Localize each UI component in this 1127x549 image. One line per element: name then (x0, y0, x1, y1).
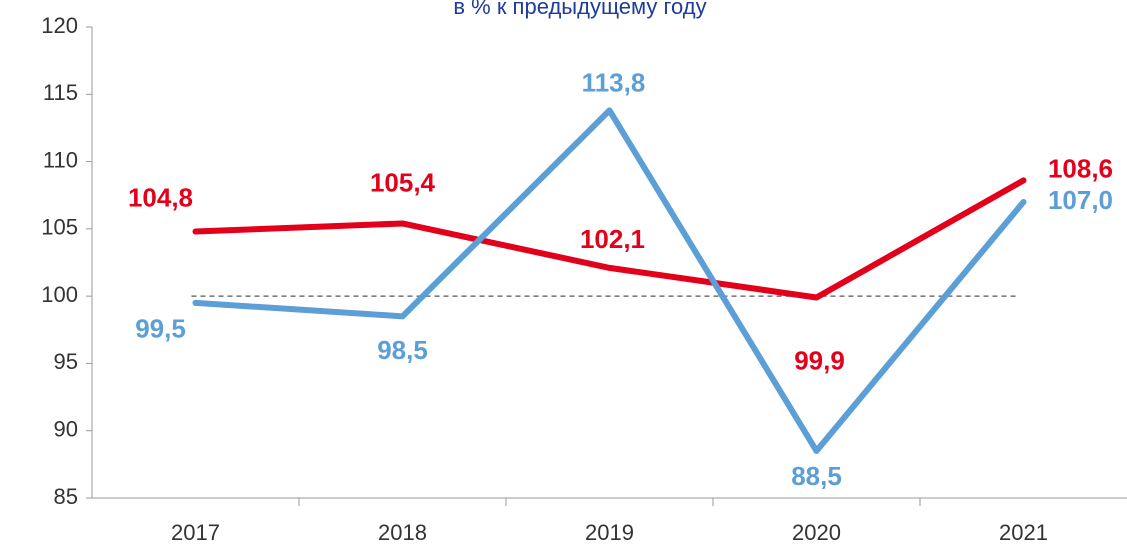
data-label: 113,8 (582, 67, 646, 97)
data-label: 99,9 (794, 345, 845, 375)
x-tick-label: 2021 (999, 520, 1048, 545)
y-tick-label: 100 (41, 282, 78, 307)
y-tick-label: 85 (54, 484, 78, 509)
y-tick-label: 90 (54, 417, 78, 442)
data-label: 88,5 (791, 461, 842, 491)
y-tick-label: 110 (43, 147, 78, 172)
data-label: 107,0 (1048, 185, 1113, 215)
chart-title: в % к предыдущему году (453, 0, 706, 19)
data-label: 99,5 (135, 314, 186, 344)
x-tick-label: 2018 (378, 520, 427, 545)
series-line (192, 177, 1027, 301)
y-tick-label: 115 (43, 80, 78, 105)
data-label: 104,8 (128, 182, 193, 212)
data-label: 105,4 (370, 167, 436, 197)
data-label: 102,1 (580, 224, 645, 254)
data-label: 108,6 (1048, 153, 1113, 183)
y-tick-label: 95 (54, 349, 78, 374)
x-tick-label: 2020 (792, 520, 841, 545)
series-line (192, 107, 1027, 454)
x-tick-label: 2017 (171, 520, 220, 545)
data-label: 98,5 (377, 335, 428, 365)
y-tick-label: 120 (41, 13, 78, 38)
x-tick-label: 2019 (585, 520, 634, 545)
y-tick-label: 105 (41, 215, 78, 240)
